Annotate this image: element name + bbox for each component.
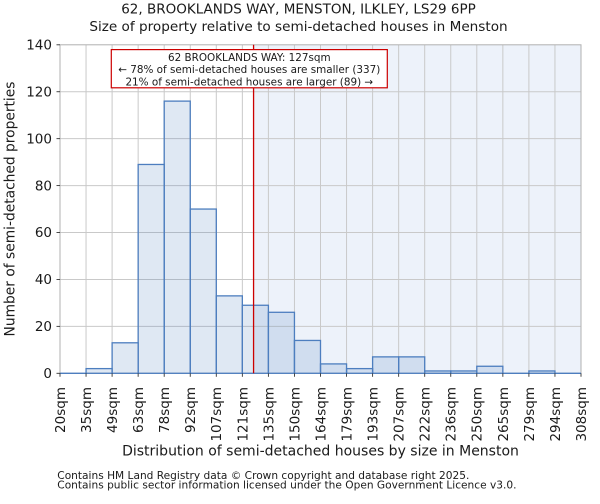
x-tick-label: 207sqm	[392, 387, 408, 442]
axis-tick-marks	[56, 44, 582, 377]
annotation-box: 62 BROOKLANDS WAY: 127sqm ← 78% of semi-…	[110, 48, 388, 89]
footer-attribution-line2: Contains public sector information licen…	[57, 480, 516, 492]
chart-title: 62, BROOKLANDS WAY, MENSTON, ILKLEY, LS2…	[121, 2, 476, 18]
histogram-bar	[319, 363, 348, 374]
histogram-bar	[85, 367, 113, 374]
x-tick-label: 135sqm	[261, 387, 277, 442]
x-tick-label: 279sqm	[522, 387, 538, 442]
histogram-bar	[397, 356, 426, 374]
x-tick-label: 265sqm	[496, 387, 512, 442]
y-tick-label: 100	[26, 131, 52, 147]
y-tick-label: 120	[26, 84, 52, 100]
histogram-bar	[137, 163, 165, 374]
x-tick-label: 164sqm	[313, 387, 329, 442]
y-tick-label: 140	[26, 38, 52, 54]
x-tick-label: 250sqm	[470, 387, 486, 442]
x-tick-label: 236sqm	[444, 387, 460, 442]
larger-region-shade-rect	[253, 44, 581, 374]
larger-region-shade	[253, 44, 581, 374]
histogram-bars	[60, 100, 581, 374]
x-tick-label: 222sqm	[418, 387, 434, 442]
y-tick-label: 60	[35, 225, 52, 241]
chart-subtitle: Size of property relative to semi-detach…	[89, 19, 507, 35]
y-tick-label: 80	[35, 178, 52, 194]
y-axis-label: Number of semi-detached properties	[3, 82, 19, 337]
histogram-bar	[371, 356, 400, 374]
histogram-bar	[189, 208, 217, 374]
histogram-bar	[267, 311, 296, 374]
x-tick-labels: 20sqm 35sqm 49sqm 63sqm 78sqm 92sqm 107sqm 121s…	[53, 387, 590, 442]
x-tick-label: 35sqm	[79, 387, 95, 433]
x-tick-label: 294sqm	[548, 387, 564, 442]
x-tick-label: 49sqm	[105, 387, 121, 433]
annotation-line3: 21% of semi-detached houses are larger (…	[125, 76, 373, 88]
histogram-bar	[476, 365, 504, 374]
histogram-bar	[450, 370, 478, 374]
x-tick-label: 308sqm	[574, 387, 590, 442]
x-tick-label: 78sqm	[157, 387, 173, 433]
x-tick-label: 150sqm	[287, 387, 303, 442]
x-tick-label: 63sqm	[131, 387, 147, 433]
x-tick-label: 121sqm	[235, 387, 251, 442]
annotation-line2: ← 78% of semi-detached houses are smalle…	[118, 64, 380, 76]
histogram-bar	[111, 342, 139, 374]
annotation-line1: 62 BROOKLANDS WAY: 127sqm	[168, 52, 331, 64]
histogram-bar	[163, 100, 191, 374]
annotation-box-border	[110, 48, 388, 89]
x-axis-label: Distribution of semi-detached houses by …	[122, 444, 519, 460]
histogram-bar	[293, 339, 322, 374]
footer-attribution-line1: Contains HM Land Registry data © Crown c…	[57, 470, 469, 482]
x-tick-label: 179sqm	[339, 387, 355, 442]
histogram-bar	[345, 367, 374, 374]
x-tick-label: 92sqm	[183, 387, 199, 433]
x-tick-label: 107sqm	[209, 387, 225, 442]
histogram-bar	[215, 295, 244, 374]
histogram-bar	[424, 370, 452, 374]
x-tick-label: 193sqm	[366, 387, 382, 442]
histogram-bar	[241, 304, 270, 374]
y-tick-label: 40	[35, 272, 52, 288]
y-tick-label: 0	[43, 366, 52, 382]
x-tick-label: 20sqm	[53, 387, 69, 433]
y-tick-labels: 0 20 40 60 80 100 120 140	[26, 38, 52, 383]
y-tick-label: 20	[35, 319, 52, 335]
histogram-bar	[528, 370, 556, 374]
